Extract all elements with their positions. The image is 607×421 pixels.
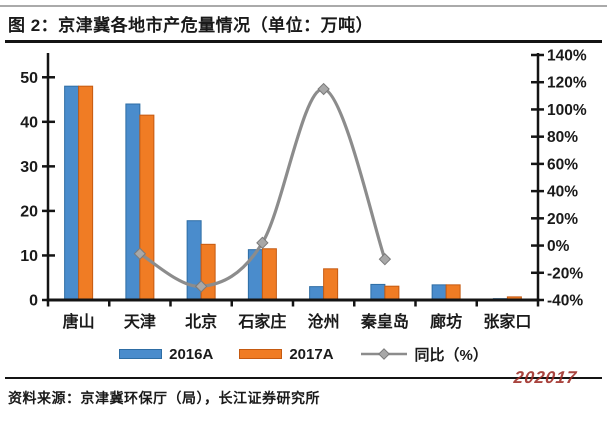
x-axis-label: 沧州 [308,312,340,331]
chart-legend: 2016A 2017A 同比（%） [0,344,607,364]
bar-2016a [64,85,80,301]
bar-2017a [78,85,94,301]
right-axis-tick-label: 0% [547,238,570,255]
x-axis-label: 张家口 [483,312,531,331]
legend-label-2016a: 2016A [169,345,214,363]
legend-line-sample [360,348,407,360]
yoy-line [138,87,387,289]
right-axis-tick-label: 40% [547,184,578,201]
yoy-marker [378,252,392,266]
legend-diamond-icon [377,348,390,360]
right-axis-tick-label: -40% [547,293,583,310]
right-axis-tick-label: 80% [547,129,578,146]
left-axis-tick-label: 50 [20,70,38,87]
bar-2016a [370,283,386,301]
bottom-divider [5,377,602,379]
right-axis-tick-label: 60% [547,156,578,173]
x-axis-label: 廊坊 [430,312,462,331]
x-axis-label: 天津 [124,313,156,331]
left-axis-tick-label: 10 [20,248,38,265]
bar-2016a [309,286,325,301]
legend-label-2017a: 2017A [289,345,334,363]
yoy-marker [194,280,208,293]
legend-label-yoy: 同比（%） [414,346,488,364]
yoy-marker [317,82,330,96]
title-divider [5,40,602,43]
right-axis-tick-label: 100% [547,102,587,119]
right-axis-tick-label: 120% [547,75,587,92]
x-axis-label: 唐山 [63,312,95,331]
legend-swatch-2017a [239,349,283,359]
legend-swatch-2016a [119,349,163,359]
legend-item-2017a: 2017A [239,345,334,363]
figure-title: 图 2：京津冀各地市产危量情况（单位：万吨） [8,16,374,35]
left-axis-tick-label: 20 [20,203,38,220]
bar-2017a [445,284,461,301]
bar-2017a [261,248,277,301]
x-axis-label: 石家庄 [237,312,286,331]
top-divider [0,5,607,7]
left-axis-tick-label: 0 [29,293,38,310]
left-axis-tick-label: 30 [20,159,38,176]
left-axis-tick-label: 40 [20,114,38,131]
bar-2017a [139,114,155,301]
x-axis-label: 秦皇岛 [360,312,409,331]
bar-2017a [384,285,400,301]
bar-2017a [200,243,216,301]
x-axis-label: 北京 [185,312,217,331]
watermark: 202017 [512,368,579,387]
bar-2016a [431,284,447,301]
bar-2016a [125,103,141,301]
right-axis-tick-label: 140% [547,48,587,65]
source-note: 资料来源：京津冀环保厅（局），长江证券研究所 [8,390,320,406]
yoy-marker [256,236,269,250]
legend-item-2016a: 2016A [119,346,213,363]
yoy-marker [133,247,147,260]
right-axis-tick-label: 20% [547,211,578,228]
bar-2017a [323,268,339,301]
right-axis-tick-label: -20% [547,265,583,282]
legend-item-yoy: 同比（%） [360,344,488,365]
